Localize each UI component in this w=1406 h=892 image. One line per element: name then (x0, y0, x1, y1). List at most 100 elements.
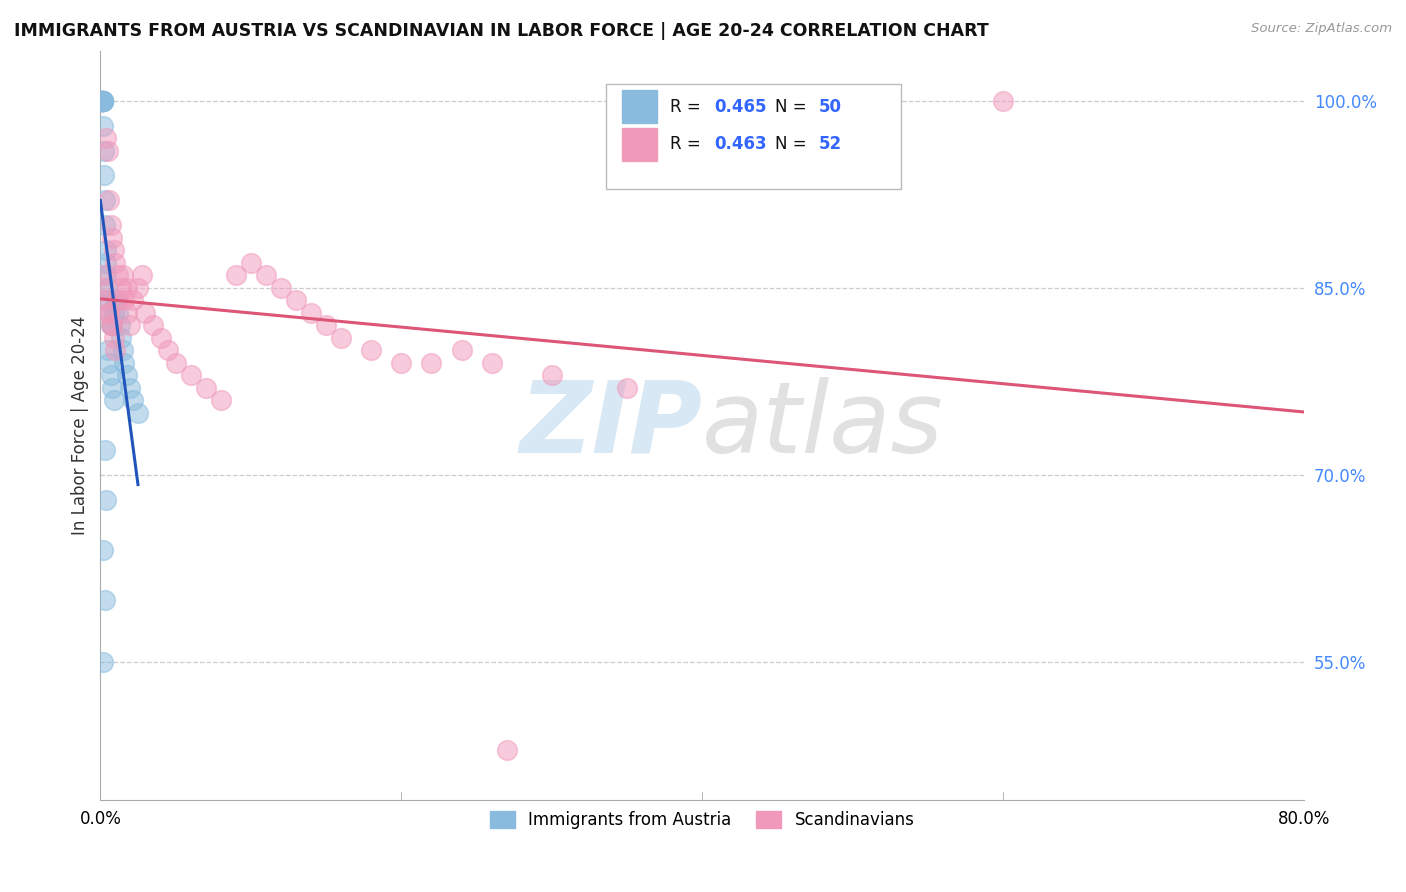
Legend: Immigrants from Austria, Scandinavians: Immigrants from Austria, Scandinavians (484, 805, 921, 836)
Point (270, 281, 292, 295)
Point (495, 742, 517, 756)
Point (90, 94, 112, 108)
Point (98, 356, 121, 370)
Point (157, 343, 180, 358)
Text: 0.463: 0.463 (714, 136, 766, 153)
Point (103, 393, 125, 408)
Point (105, 293, 128, 308)
Point (98, 194, 121, 208)
Point (101, 318, 124, 333)
Point (127, 281, 149, 295)
Point (98, 306, 121, 320)
Point (96, 268, 118, 283)
Point (90, 94, 112, 108)
Point (93, 119, 115, 133)
Point (254, 268, 277, 283)
Text: 52: 52 (820, 136, 842, 153)
Point (97, 293, 120, 308)
Point (98, 306, 121, 320)
Point (993, 94, 1015, 108)
Text: N =: N = (775, 98, 811, 116)
Point (111, 268, 134, 283)
Point (225, 268, 247, 283)
Point (93, 94, 115, 108)
Text: ZIP: ZIP (519, 376, 702, 474)
Point (91, 94, 114, 108)
Point (93, 94, 115, 108)
Point (540, 368, 562, 383)
Text: 50: 50 (820, 98, 842, 116)
Point (142, 318, 165, 333)
Text: R =: R = (669, 136, 706, 153)
Point (100, 219, 122, 233)
Point (94, 219, 117, 233)
Point (108, 318, 131, 333)
Point (389, 356, 412, 370)
Point (96, 493, 118, 508)
Point (117, 368, 139, 383)
Point (96, 131, 118, 145)
Point (239, 256, 262, 270)
Point (93, 281, 115, 295)
Point (450, 343, 472, 358)
Point (100, 318, 122, 333)
Point (481, 356, 503, 370)
Point (94, 443, 117, 458)
Point (120, 381, 142, 395)
Text: IMMIGRANTS FROM AUSTRIA VS SCANDINAVIAN IN LABOR FORCE | AGE 20-24 CORRELATION C: IMMIGRANTS FROM AUSTRIA VS SCANDINAVIAN … (14, 22, 988, 40)
Text: Source: ZipAtlas.com: Source: ZipAtlas.com (1251, 22, 1392, 36)
Point (104, 293, 127, 308)
Point (103, 331, 125, 345)
Point (149, 331, 172, 345)
Point (94, 244, 117, 258)
Point (420, 356, 443, 370)
Point (103, 244, 125, 258)
Point (315, 318, 337, 333)
Point (97, 281, 120, 295)
Point (360, 343, 382, 358)
Point (91, 94, 114, 108)
Point (107, 293, 129, 308)
Point (91, 94, 114, 108)
Point (117, 281, 139, 295)
Point (93, 144, 115, 158)
Text: 0.465: 0.465 (714, 98, 766, 116)
Point (90, 268, 112, 283)
Point (122, 293, 145, 308)
Point (104, 256, 127, 270)
Point (180, 368, 202, 383)
Point (90, 94, 112, 108)
Point (101, 231, 124, 245)
FancyBboxPatch shape (621, 90, 657, 123)
Point (91, 94, 114, 108)
Point (97, 343, 120, 358)
Point (100, 368, 122, 383)
Point (117, 306, 139, 320)
Point (103, 306, 125, 320)
Point (97, 144, 120, 158)
Point (285, 293, 308, 308)
Point (107, 268, 129, 283)
Point (110, 281, 132, 295)
Point (194, 381, 217, 395)
Point (94, 293, 117, 308)
Point (110, 331, 132, 345)
Point (209, 393, 232, 408)
Point (91, 94, 114, 108)
Point (94, 194, 117, 208)
Point (93, 655, 115, 669)
FancyBboxPatch shape (621, 128, 657, 161)
Point (91, 94, 114, 108)
Point (101, 318, 124, 333)
Y-axis label: In Labor Force | Age 20-24: In Labor Force | Age 20-24 (72, 316, 89, 534)
Text: R =: R = (669, 98, 706, 116)
FancyBboxPatch shape (606, 85, 901, 189)
Point (112, 293, 135, 308)
Point (96, 256, 118, 270)
Point (134, 306, 156, 320)
Point (330, 331, 353, 345)
Point (94, 592, 117, 607)
Point (165, 356, 187, 370)
Text: atlas: atlas (702, 376, 943, 474)
Point (93, 542, 115, 557)
